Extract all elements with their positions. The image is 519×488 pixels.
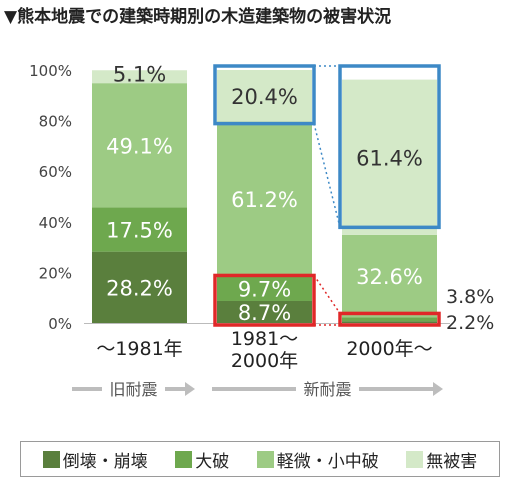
connector-blue (313, 123, 341, 228)
legend-label-minor: 軽微・小中破 (276, 451, 379, 472)
group-old-arrowhead (185, 382, 195, 396)
y-tick-label: 0% (48, 315, 72, 333)
legend-item-minor: 軽微・小中破 (256, 447, 379, 472)
bar-segment (217, 300, 312, 323)
bar-segment (92, 207, 187, 252)
data-label: 17.5% (106, 219, 173, 243)
data-label: 61.2% (231, 188, 298, 212)
legend: 倒壊・崩壊 大破 軽微・小中破 無被害 (20, 441, 500, 477)
legend-label-major: 大破 (195, 451, 230, 472)
legend-swatch-none (406, 450, 424, 468)
bar-segment (342, 234, 437, 318)
highlight-box-red-1981 (213, 273, 316, 327)
bars (92, 70, 437, 323)
data-labels: 28.2% 17.5% 49.1% 5.1% 8.7%9.7% 61.2% 20.4% 32.… (106, 62, 494, 334)
y-tick-label: 80% (39, 113, 72, 131)
data-label: 49.1% (106, 134, 173, 158)
legend-item-major: 大破 (175, 447, 229, 472)
y-tick-label: 20% (39, 264, 72, 282)
group-old-label: 旧耐震 (109, 380, 157, 399)
outside-label: 3.8% (446, 286, 494, 308)
category-label: 1981〜 2000年 (231, 328, 298, 372)
bar-segment (342, 321, 437, 323)
highlight-box-red-2000 (338, 311, 441, 327)
legend-item-collapse: 倒壊・崩壊 (42, 447, 148, 472)
group-new-arrowhead (433, 382, 443, 396)
bar-segment (342, 79, 437, 235)
outside-label: 2.2% (446, 312, 494, 334)
bar-segment (92, 83, 187, 208)
legend-item-none: 無被害 (406, 447, 477, 472)
category-label: 〜1981年 (96, 338, 182, 360)
data-label: 9.7% (238, 278, 291, 302)
bar-segment (92, 251, 187, 323)
group-new-label: 新耐震 (303, 380, 351, 399)
bar-segment (217, 70, 312, 122)
y-tick-label: 60% (39, 163, 72, 181)
bar-segment (217, 121, 312, 277)
stacked-bar-chart: 0% 20% 40% 60% 80% 100% 28.2% 17.5% 49.1% 5.1% 8.… (29, 62, 494, 399)
legend-swatch-collapse (42, 450, 60, 468)
y-tick-label: 40% (39, 214, 72, 232)
data-label: 28.2% (106, 276, 173, 300)
highlight-boxes (213, 64, 441, 327)
era-groups: 旧耐震 新耐震 (72, 380, 443, 399)
legend-swatch-major (175, 450, 193, 468)
category-label: 2000年〜 (346, 338, 432, 360)
data-label: 32.6% (356, 265, 423, 289)
highlight-box-blue-1981 (213, 64, 316, 126)
legend-swatch-minor (256, 450, 274, 468)
bar-segment (217, 276, 312, 301)
bar-segment (92, 70, 187, 84)
legend-label-none: 無被害 (426, 451, 478, 472)
data-label: 5.1% (113, 62, 166, 86)
bar-segment (342, 317, 437, 322)
y-tick-label: 100% (29, 62, 72, 80)
highlight-box-blue-2000 (338, 64, 441, 230)
chart-title: ▼熊本地震での建築時期別の木造建築物の被害状況 (4, 7, 392, 27)
connector-red (313, 275, 341, 314)
x-axis: 〜1981年 1981〜 2000年 2000年〜 (96, 328, 432, 372)
data-label: 20.4% (231, 85, 298, 109)
data-label: 8.7% (238, 301, 291, 325)
data-label: 61.4% (356, 146, 423, 170)
legend-label-collapse: 倒壊・崩壊 (62, 451, 148, 472)
